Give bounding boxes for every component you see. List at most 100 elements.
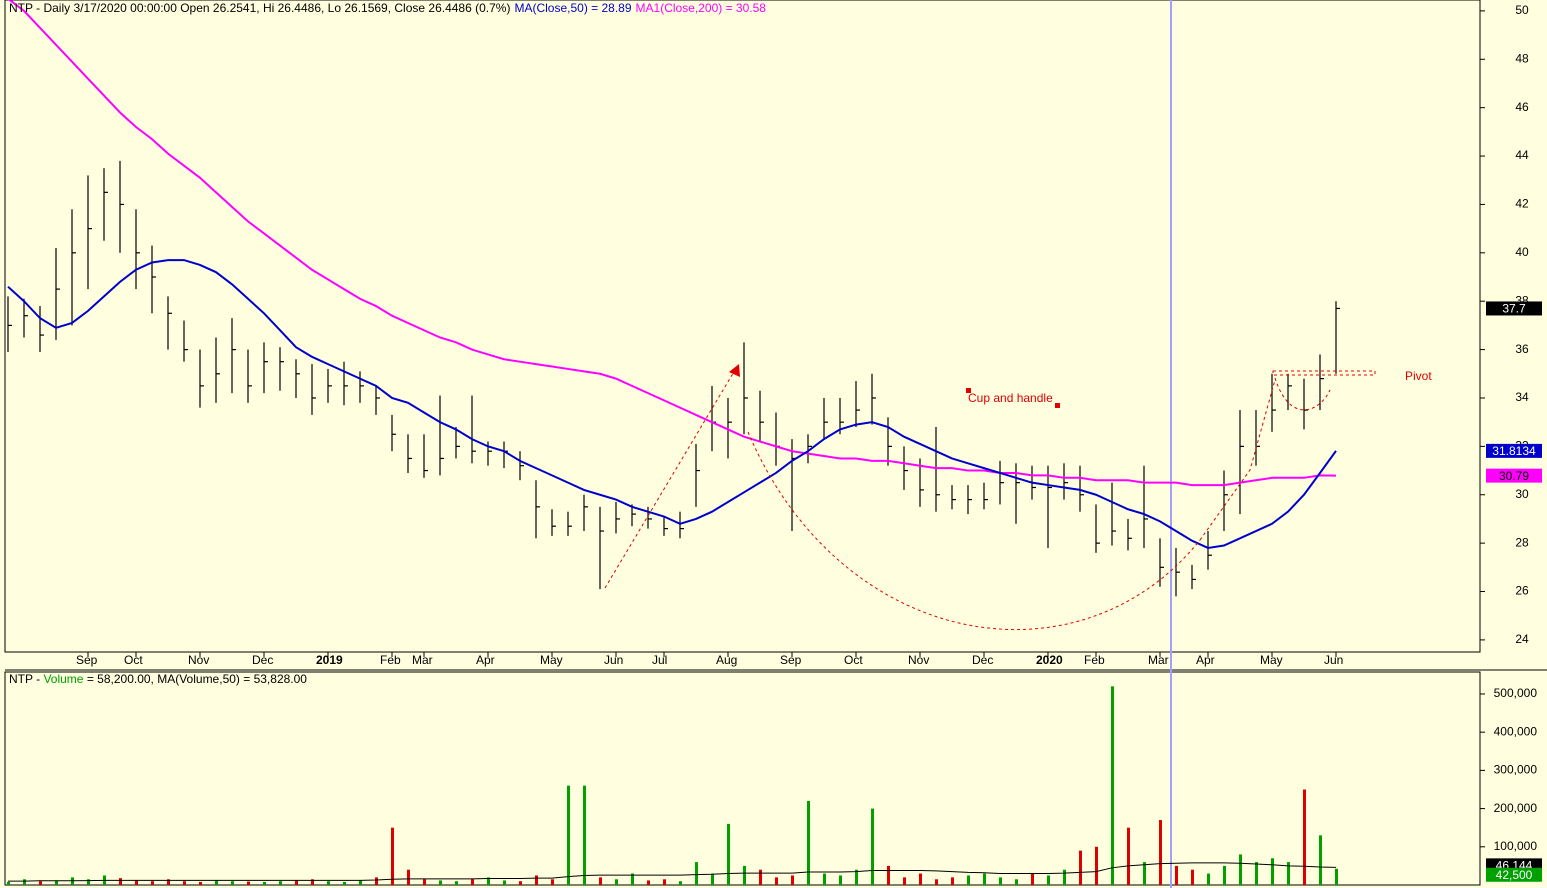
volume-bar bbox=[1127, 827, 1130, 885]
volume-bar bbox=[1111, 686, 1114, 885]
tag-label: 30.79 bbox=[1499, 469, 1529, 483]
volume-bar bbox=[1255, 862, 1258, 885]
volume-bar bbox=[791, 875, 794, 885]
volume-bar bbox=[503, 880, 506, 885]
y-tick-label: 42 bbox=[1515, 197, 1529, 211]
header-info: NTP - Daily 3/17/2020 00:00:00 Open 26.2… bbox=[9, 1, 510, 15]
volume-bar bbox=[519, 881, 522, 885]
volume-bar bbox=[487, 877, 490, 885]
volume-bar bbox=[663, 879, 666, 885]
volume-bar bbox=[311, 879, 314, 885]
x-tick-label: May bbox=[540, 653, 563, 667]
volume-bar bbox=[1191, 869, 1194, 885]
anchor-marker bbox=[966, 388, 971, 393]
ma50-line bbox=[7, 259, 1337, 550]
volume-bar bbox=[711, 873, 714, 885]
volume-bar bbox=[935, 879, 938, 885]
volume-bar bbox=[1047, 875, 1050, 885]
price-plot bbox=[7, 0, 1340, 597]
volume-bar bbox=[919, 873, 922, 885]
volume-bar bbox=[23, 879, 26, 885]
price-header: NTP - Daily 3/17/2020 00:00:00 Open 26.2… bbox=[9, 1, 766, 15]
volume-bar bbox=[1175, 865, 1178, 885]
volume-plot bbox=[7, 686, 1338, 885]
volume-bar bbox=[1079, 850, 1082, 885]
annotation: Pivot bbox=[1405, 369, 1432, 383]
tag-label: 31.8134 bbox=[1492, 444, 1536, 458]
header-part: Volume bbox=[43, 672, 83, 686]
y-tick-label: 400,000 bbox=[1494, 724, 1538, 738]
y-tick-label: 24 bbox=[1515, 632, 1529, 646]
volume-frame bbox=[4, 671, 1481, 886]
annotation: Cup and handle bbox=[968, 391, 1053, 405]
x-tick-label: Apr bbox=[476, 653, 495, 667]
volume-bar bbox=[1143, 862, 1146, 885]
volume-bar bbox=[1223, 865, 1226, 885]
volume-bar bbox=[471, 879, 474, 885]
volume-bar bbox=[1271, 858, 1274, 885]
anchor-marker bbox=[1055, 403, 1060, 408]
volume-bar bbox=[231, 881, 234, 885]
volume-bar bbox=[999, 877, 1002, 885]
x-tick-label: Sep bbox=[76, 653, 98, 667]
volume-bar bbox=[375, 877, 378, 885]
header-ma50: MA(Close,50) = 28.89 bbox=[514, 1, 631, 15]
y-tick-label: 300,000 bbox=[1494, 763, 1538, 777]
volume-bar bbox=[423, 879, 426, 885]
x-tick-label: Dec bbox=[252, 653, 273, 667]
volume-bar bbox=[327, 881, 330, 885]
volume-bar bbox=[1319, 835, 1322, 885]
volume-bar bbox=[87, 879, 90, 885]
peak-marker bbox=[729, 364, 740, 377]
x-tick-label: Jun bbox=[604, 653, 623, 667]
x-tick-label: Nov bbox=[908, 653, 929, 667]
volume-bar bbox=[951, 877, 954, 885]
y-tick-label: 36 bbox=[1515, 342, 1529, 356]
y-tick-label: 40 bbox=[1515, 245, 1529, 259]
x-tick-label: Oct bbox=[124, 653, 143, 667]
volume-bar bbox=[567, 785, 570, 885]
volume-bar bbox=[7, 881, 10, 885]
tag-box bbox=[1486, 301, 1542, 316]
volume-bar bbox=[631, 873, 634, 885]
pivot-line bbox=[1272, 370, 1376, 376]
ma50-tag: 31.8134 bbox=[1486, 443, 1542, 458]
x-tick-label: Sep bbox=[780, 653, 802, 667]
volume-bar bbox=[1287, 862, 1290, 885]
volume-bar bbox=[759, 869, 762, 885]
close-tag: 37.7 bbox=[1486, 301, 1542, 316]
x-tick-label: May bbox=[1260, 653, 1283, 667]
volume-bar bbox=[695, 862, 698, 885]
volume-bar bbox=[407, 869, 410, 885]
volume-bar bbox=[1207, 873, 1210, 885]
volume-bar bbox=[615, 879, 618, 885]
plot-layer: 2426283032343638404244464850100,000200,0… bbox=[7, 0, 1542, 885]
header-part: = 58,200.00, MA(Volume,50) = 53,828.00 bbox=[83, 672, 307, 686]
cup-drawing bbox=[604, 369, 1376, 630]
volume-tag: 42,500 bbox=[1486, 867, 1542, 882]
tag-label: 37.7 bbox=[1502, 302, 1526, 316]
volume-bar bbox=[359, 880, 362, 885]
x-tick-label: Dec bbox=[972, 653, 993, 667]
tag-box bbox=[1486, 468, 1542, 483]
volume-bar bbox=[871, 808, 874, 885]
x-tick-label: Aug bbox=[716, 653, 737, 667]
volume-bar bbox=[391, 827, 394, 885]
y-tick-label: 200,000 bbox=[1494, 801, 1538, 815]
volume-bar bbox=[583, 785, 586, 885]
volume-bar bbox=[1015, 879, 1018, 885]
volume-bar bbox=[295, 880, 298, 885]
volume-bar bbox=[535, 875, 538, 885]
volume-bar bbox=[887, 865, 890, 885]
volume-bar bbox=[775, 877, 778, 885]
volume-bar bbox=[855, 869, 858, 885]
y-tick-label: 44 bbox=[1515, 148, 1529, 162]
x-tick-label: Mar bbox=[412, 653, 433, 667]
volume-bar bbox=[455, 881, 458, 885]
y-tick-label: 100,000 bbox=[1494, 839, 1538, 853]
volume-bar bbox=[279, 881, 282, 885]
volume-bar bbox=[983, 873, 986, 885]
